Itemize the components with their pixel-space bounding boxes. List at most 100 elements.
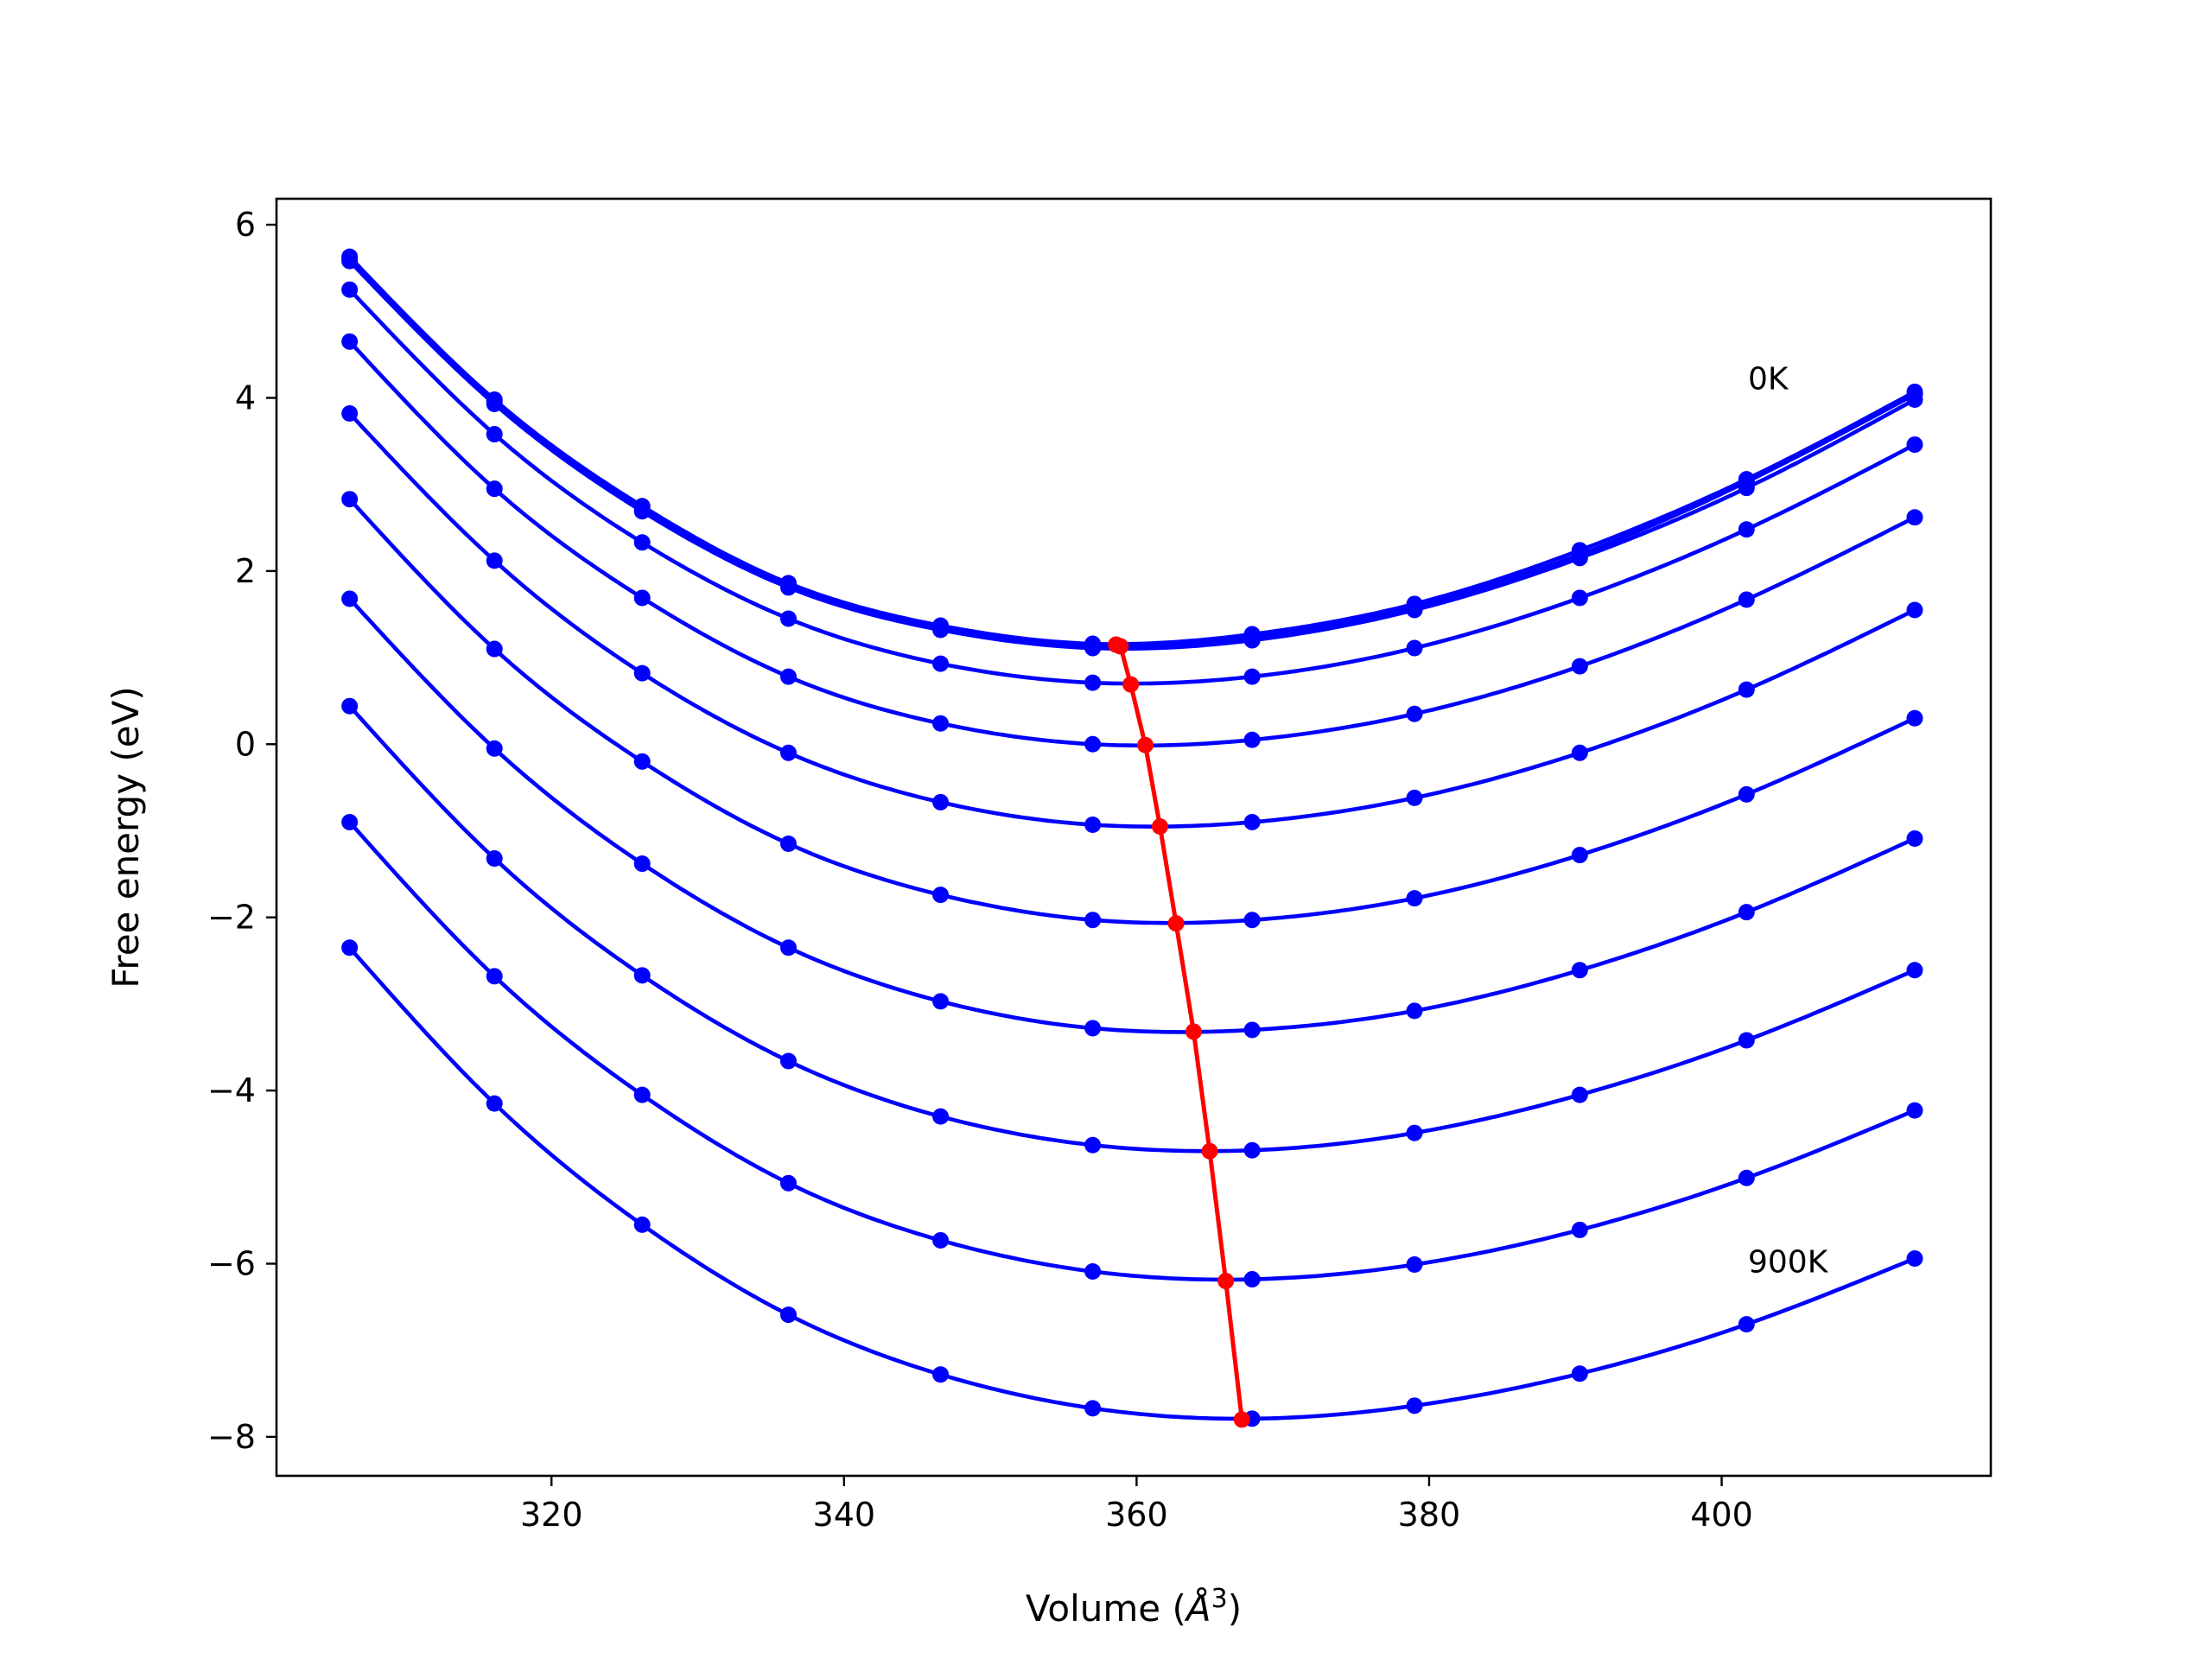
data-point xyxy=(341,590,359,607)
data-point xyxy=(1571,744,1588,761)
data-point xyxy=(633,503,651,520)
x-tick-label: 340 xyxy=(813,1496,876,1534)
data-point xyxy=(1084,1400,1102,1417)
y-tick-label: 0 xyxy=(235,725,256,763)
annotations: 0K 900K xyxy=(1748,361,1829,1280)
minimum-point xyxy=(1112,638,1129,655)
y-tick-label: −8 xyxy=(207,1418,256,1456)
data-point xyxy=(341,813,359,830)
series-line-5 xyxy=(347,340,1916,748)
series-line-10 xyxy=(347,820,1916,1282)
data-point xyxy=(932,1108,950,1125)
data-point xyxy=(779,1306,797,1324)
data-point xyxy=(1738,591,1755,608)
series-line-8 xyxy=(347,597,1916,1034)
data-point xyxy=(1243,668,1261,685)
data-point xyxy=(486,426,503,443)
data-point xyxy=(1084,816,1102,833)
data-point xyxy=(932,621,950,639)
data-point xyxy=(633,855,651,873)
x-tick-label: 380 xyxy=(1398,1496,1461,1534)
data-point xyxy=(779,836,797,853)
data-point xyxy=(633,753,651,770)
data-point xyxy=(341,491,359,508)
data-point xyxy=(1906,1249,1923,1267)
data-point xyxy=(1084,912,1102,929)
data-point xyxy=(1571,658,1588,675)
data-point xyxy=(486,480,503,498)
x-tick-label: 320 xyxy=(520,1496,583,1534)
data-point xyxy=(633,1216,651,1233)
data-point xyxy=(341,281,359,298)
data-point xyxy=(1406,639,1423,657)
data-point xyxy=(779,1052,797,1070)
data-point xyxy=(1738,904,1755,921)
y-tick-label: 4 xyxy=(235,378,256,416)
data-point xyxy=(1906,709,1923,727)
data-point xyxy=(779,579,797,596)
data-point xyxy=(486,740,503,757)
data-point xyxy=(341,405,359,423)
minimum-point xyxy=(1122,676,1140,693)
data-point xyxy=(932,655,950,672)
curve-annotation: 900K xyxy=(1748,1245,1829,1281)
data-point xyxy=(486,552,503,569)
data-point xyxy=(1406,890,1423,907)
data-point xyxy=(1243,912,1261,929)
data-point xyxy=(1406,1256,1423,1274)
data-point xyxy=(1243,731,1261,748)
data-point xyxy=(779,939,797,957)
minimum-point xyxy=(1233,1411,1250,1428)
x-axis: 320 340 360 380 400 xyxy=(520,1476,1753,1534)
data-point xyxy=(1906,391,1923,408)
y-axis-label: Free energy (eV) xyxy=(105,686,147,988)
data-point xyxy=(486,968,503,985)
series-line-7 xyxy=(347,498,1916,925)
data-point xyxy=(1571,550,1588,567)
data-point xyxy=(1906,436,1923,454)
data-point xyxy=(633,589,651,607)
data-point xyxy=(1406,789,1423,806)
data-point xyxy=(1084,639,1102,657)
data-point xyxy=(1571,962,1588,979)
minimum-point xyxy=(1151,817,1168,835)
data-point xyxy=(1738,480,1755,497)
data-point xyxy=(486,850,503,868)
data-point xyxy=(932,793,950,810)
data-point xyxy=(1571,1221,1588,1238)
y-tick-label: 2 xyxy=(235,552,256,590)
minimum-trace-line xyxy=(1115,642,1244,1421)
data-point xyxy=(1406,705,1423,722)
data-point xyxy=(341,252,359,270)
data-point xyxy=(1738,521,1755,538)
minimum-point xyxy=(1167,915,1185,932)
data-point xyxy=(1906,1102,1923,1119)
data-point xyxy=(341,939,359,957)
data-point xyxy=(1084,1020,1102,1037)
data-point xyxy=(633,1086,651,1103)
data-point xyxy=(779,1174,797,1192)
data-point xyxy=(1738,681,1755,698)
data-point xyxy=(1243,1271,1261,1288)
series-line-11 xyxy=(347,946,1916,1421)
data-point xyxy=(779,668,797,685)
y-tick-label: −2 xyxy=(207,899,256,937)
data-point xyxy=(1084,674,1102,691)
data-point xyxy=(932,887,950,904)
data-point xyxy=(486,1095,503,1112)
y-tick-label: −4 xyxy=(207,1071,256,1109)
data-point xyxy=(779,610,797,627)
data-point xyxy=(341,333,359,350)
curve-annotation: 0K xyxy=(1748,361,1789,397)
data-point xyxy=(1571,847,1588,864)
data-point xyxy=(779,744,797,761)
y-axis: −8 −6 −4 −2 0 2 4 6 xyxy=(207,206,276,1456)
data-point xyxy=(633,967,651,984)
data-point xyxy=(486,640,503,658)
y-tick-label: 6 xyxy=(235,206,256,244)
data-point xyxy=(1906,830,1923,848)
series-line-9 xyxy=(347,704,1916,1154)
data-point xyxy=(1906,601,1923,619)
data-point xyxy=(1084,1263,1102,1281)
data-point xyxy=(1738,785,1755,803)
